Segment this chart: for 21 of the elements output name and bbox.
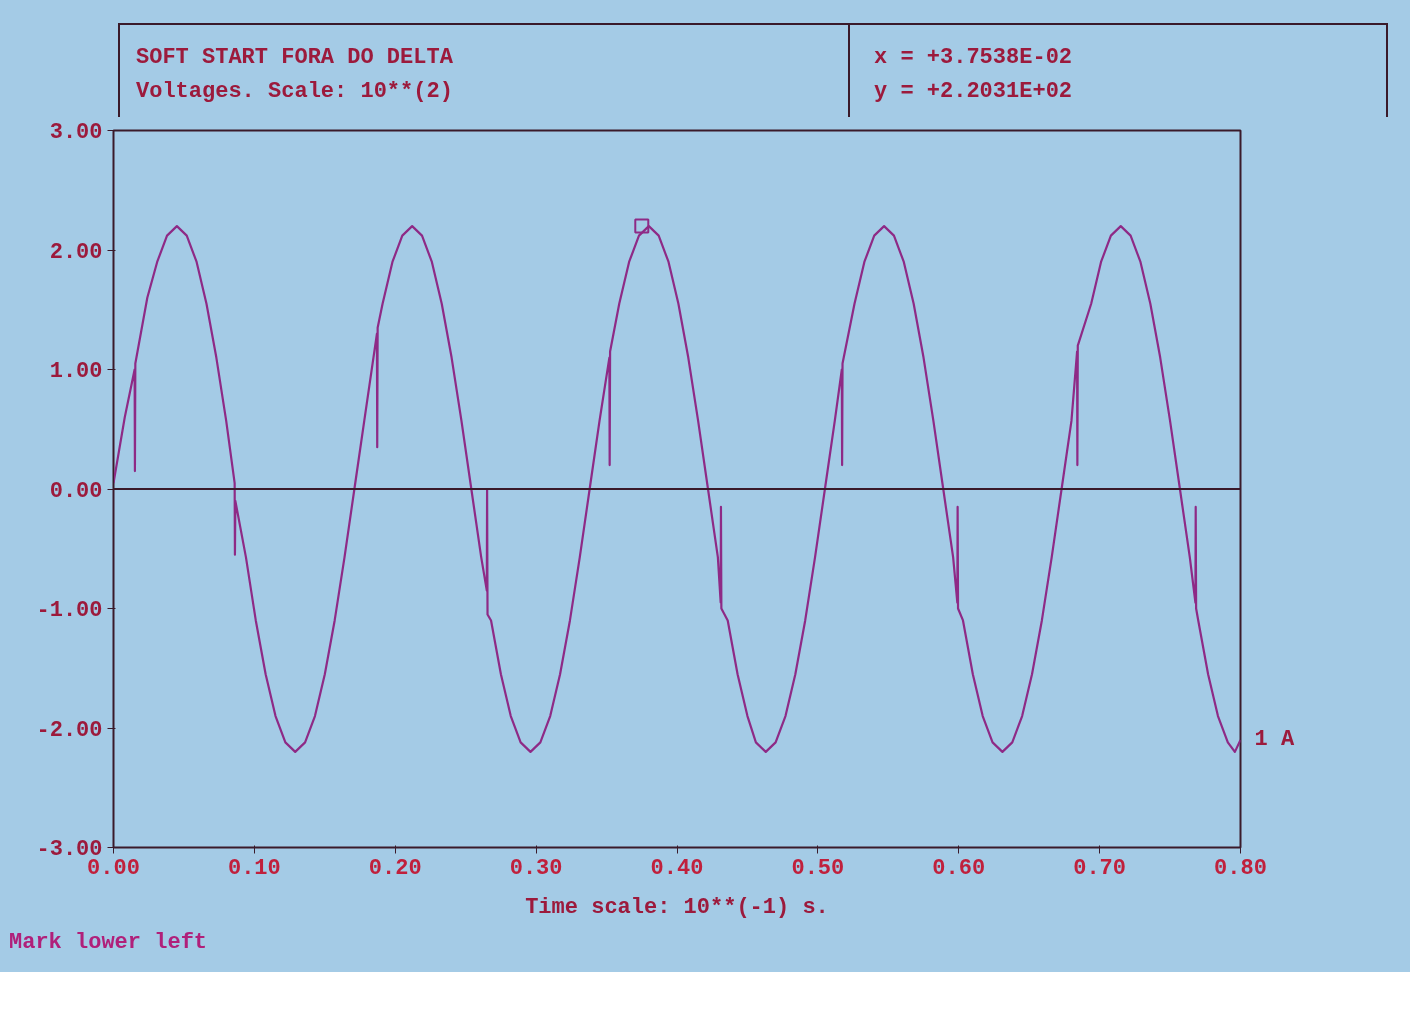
series-label: 1 A [1254,727,1295,753]
text: Mark lower left [9,930,208,955]
chart-subtitle: Voltages. Scale: 10**(2) [136,78,454,106]
x-tick-label: 0.60 [932,855,986,881]
x-tick-label: 0.50 [791,855,845,881]
x-tick-label: 0.40 [650,855,704,881]
text: x = +3.7538E-02 [874,44,1073,72]
x-tick-label: 0.30 [509,855,563,881]
x-tick-label: 0.70 [1073,855,1127,881]
text: y = +2.2031E+02 [874,78,1073,106]
y-tick-label: 0.00 [49,478,103,504]
y-tick-label: -1.00 [36,598,103,623]
y-tick-label: 2.00 [49,239,103,265]
x-tick-label: 0.20 [368,855,422,881]
x-axis-title: Time scale: 10**(-1) s. [525,894,829,920]
chart-title: SOFT START FORA DO DELTA [136,44,454,72]
y-tick-label: 3.00 [49,120,103,145]
x-tick-label: 0.10 [227,855,281,881]
y-tick-label: 1.00 [49,359,103,384]
x-tick-label: 0.80 [1214,855,1267,881]
y-tick-label: -2.00 [36,717,103,743]
